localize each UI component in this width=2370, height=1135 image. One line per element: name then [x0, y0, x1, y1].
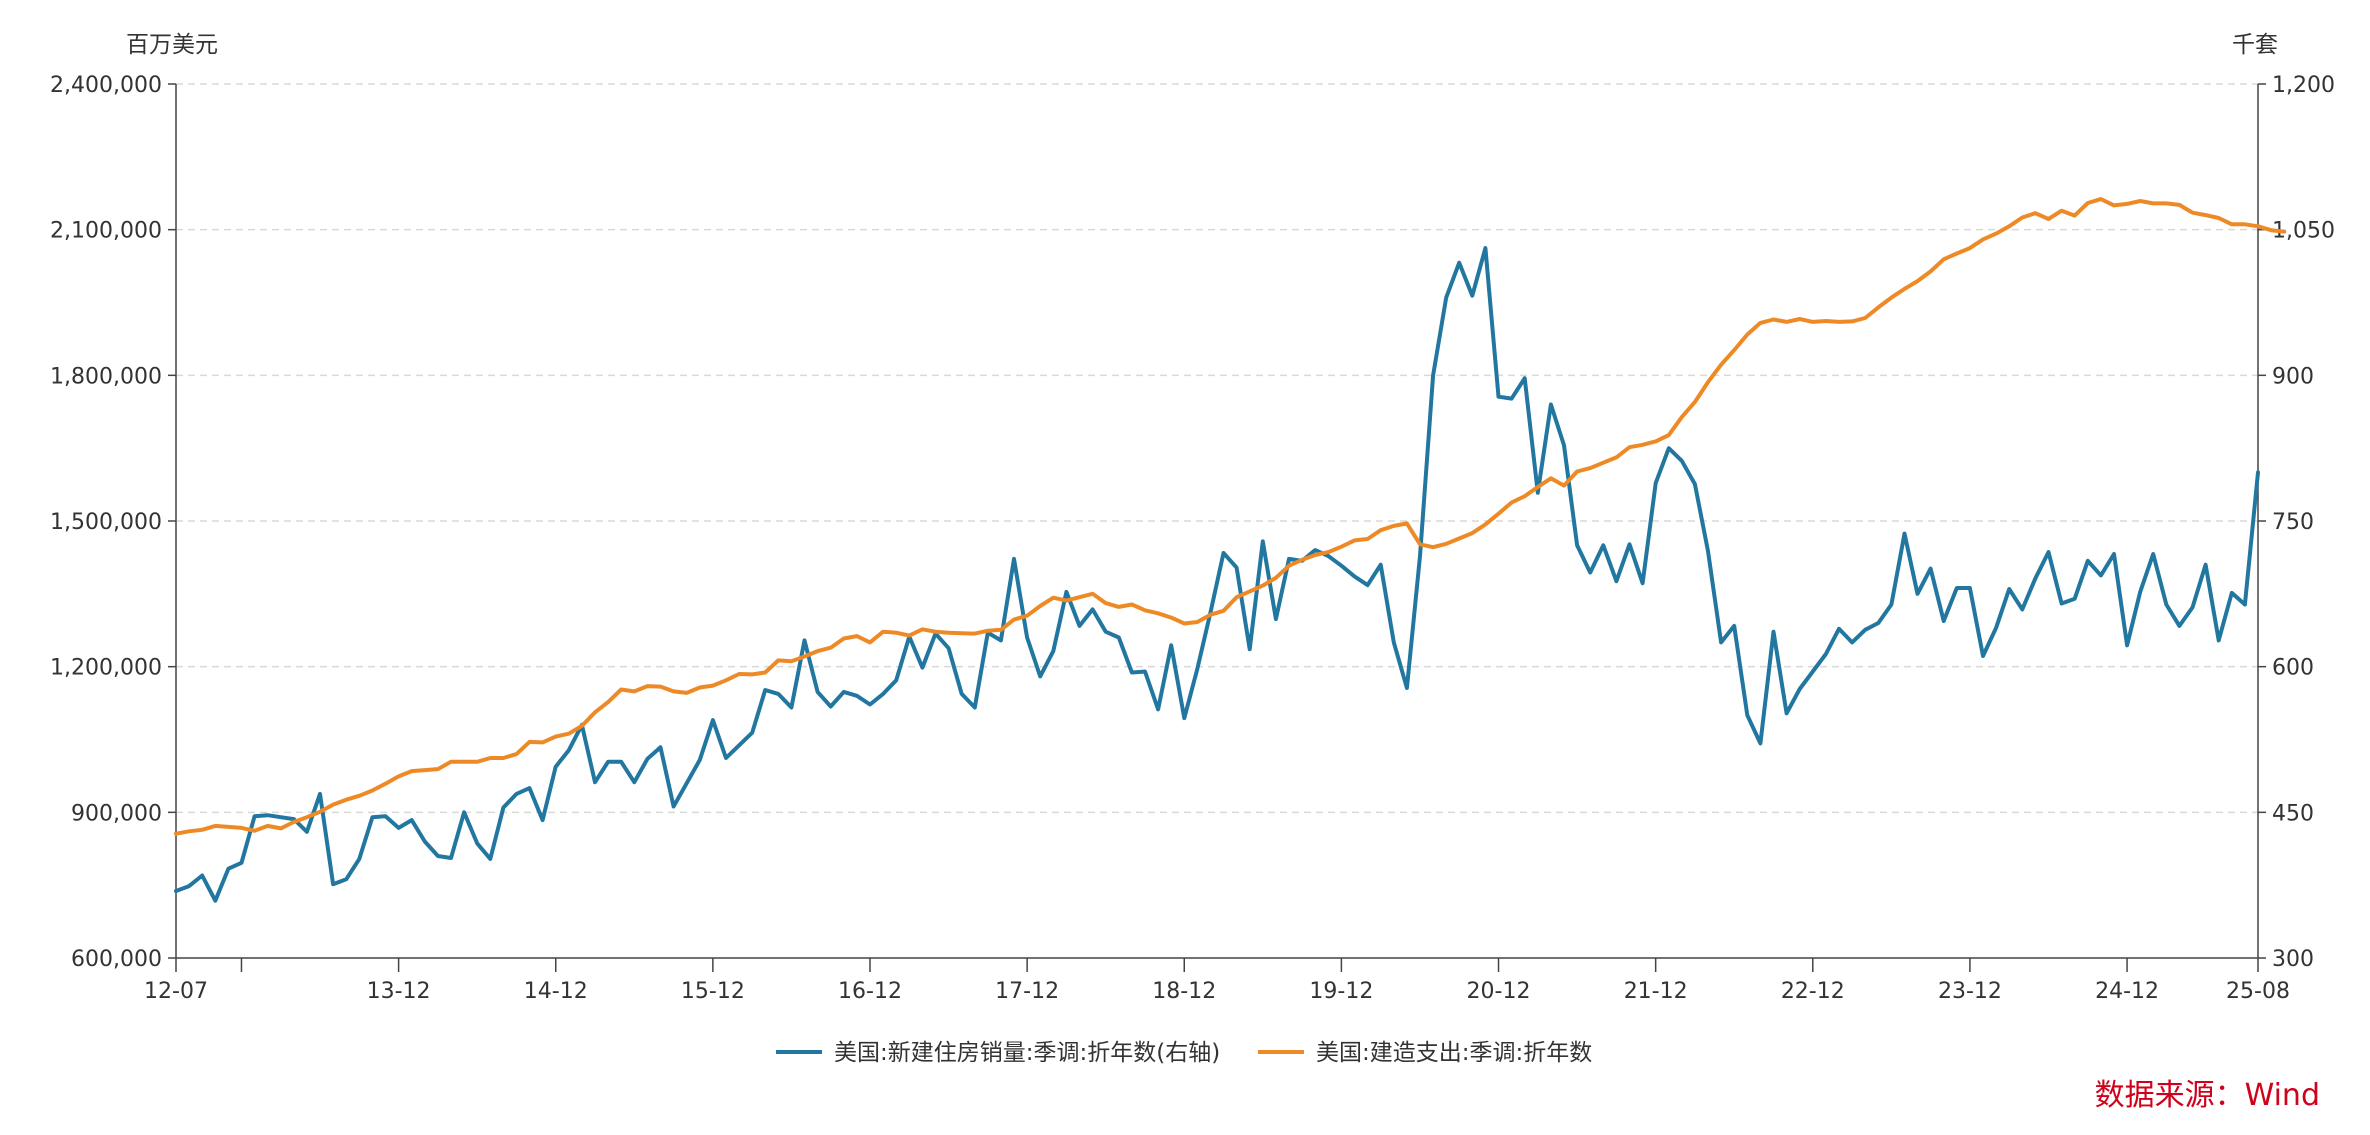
right-axis-tick-label: 600: [2272, 656, 2314, 681]
series-line-1: [174, 197, 2287, 836]
legend-label-housing-sales: 美国:新建住房销量:季调:折年数(右轴): [834, 1040, 1220, 1066]
left-axis-unit: 百万美元: [126, 32, 218, 58]
left-axis-tick-label: 2,100,000: [50, 219, 162, 244]
x-axis-tick-label: 24-12: [2095, 979, 2159, 1004]
left-axis-tick-label: 2,400,000: [50, 73, 162, 98]
x-axis-tick-labels: 12-07 13-12 14-12 15-12 16-12 17-12 18-12 19-12…: [144, 979, 2290, 1004]
left-axis-tick-label: 600,000: [71, 947, 162, 972]
series-line-0: [174, 246, 2260, 903]
legend: 美国:新建住房销量:季调:折年数(右轴) 美国:建造支出:季调:折年数: [776, 1040, 1592, 1066]
x-axis-tick-label: 25-08: [2226, 979, 2290, 1004]
x-axis-tick-label: 18-12: [1152, 979, 1216, 1004]
right-axis-unit: 千套: [2232, 32, 2278, 58]
right-axis-tick-label: 750: [2272, 510, 2314, 535]
right-axis-tick-label: 900: [2272, 364, 2314, 389]
x-axis-tick-label: 15-12: [681, 979, 745, 1004]
x-axis-tick-label: 21-12: [1624, 979, 1688, 1004]
right-axis-tick-label: 450: [2272, 801, 2314, 826]
x-axis-tick-label: 16-12: [838, 979, 902, 1004]
x-axis-tick-label: 20-12: [1467, 979, 1531, 1004]
left-axis-tick-label: 1,500,000: [50, 510, 162, 535]
legend-label-construction-spending: 美国:建造支出:季调:折年数: [1316, 1040, 1592, 1066]
left-axis-tick-label: 1,200,000: [50, 656, 162, 681]
left-axis-tick-label: 900,000: [71, 801, 162, 826]
left-axis-tick-labels: 600,000 900,000 1,200,000 1,500,000 1,800,00…: [50, 73, 162, 972]
x-axis-tick-label: 13-12: [367, 979, 431, 1004]
x-axis-tick-label: 14-12: [524, 979, 588, 1004]
x-axis-tick-label: 22-12: [1781, 979, 1845, 1004]
x-axis-tick-label: 19-12: [1309, 979, 1373, 1004]
left-axis-tick-label: 1,800,000: [50, 364, 162, 389]
right-axis-tick-label: 1,200: [2272, 73, 2335, 98]
x-axis-tick-label: 17-12: [995, 979, 1059, 1004]
x-axis-tick-label: 23-12: [1938, 979, 2002, 1004]
grid-lines: [176, 83, 2258, 814]
source-note: 数据来源：Wind: [2095, 1078, 2320, 1113]
x-axis-tick-label: 12-07: [144, 979, 208, 1004]
axes: [168, 83, 2266, 972]
right-axis-tick-label: 300: [2272, 947, 2314, 972]
series-lines: [174, 197, 2287, 903]
